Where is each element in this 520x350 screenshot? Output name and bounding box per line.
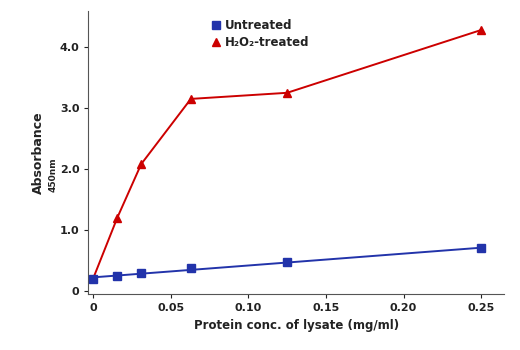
Text: Absorbance: Absorbance (32, 111, 45, 194)
X-axis label: Protein conc. of lysate (mg/ml): Protein conc. of lysate (mg/ml) (194, 318, 399, 331)
Text: 450nm: 450nm (48, 158, 58, 192)
Legend: Untreated, H₂O₂-treated: Untreated, H₂O₂-treated (211, 19, 309, 49)
